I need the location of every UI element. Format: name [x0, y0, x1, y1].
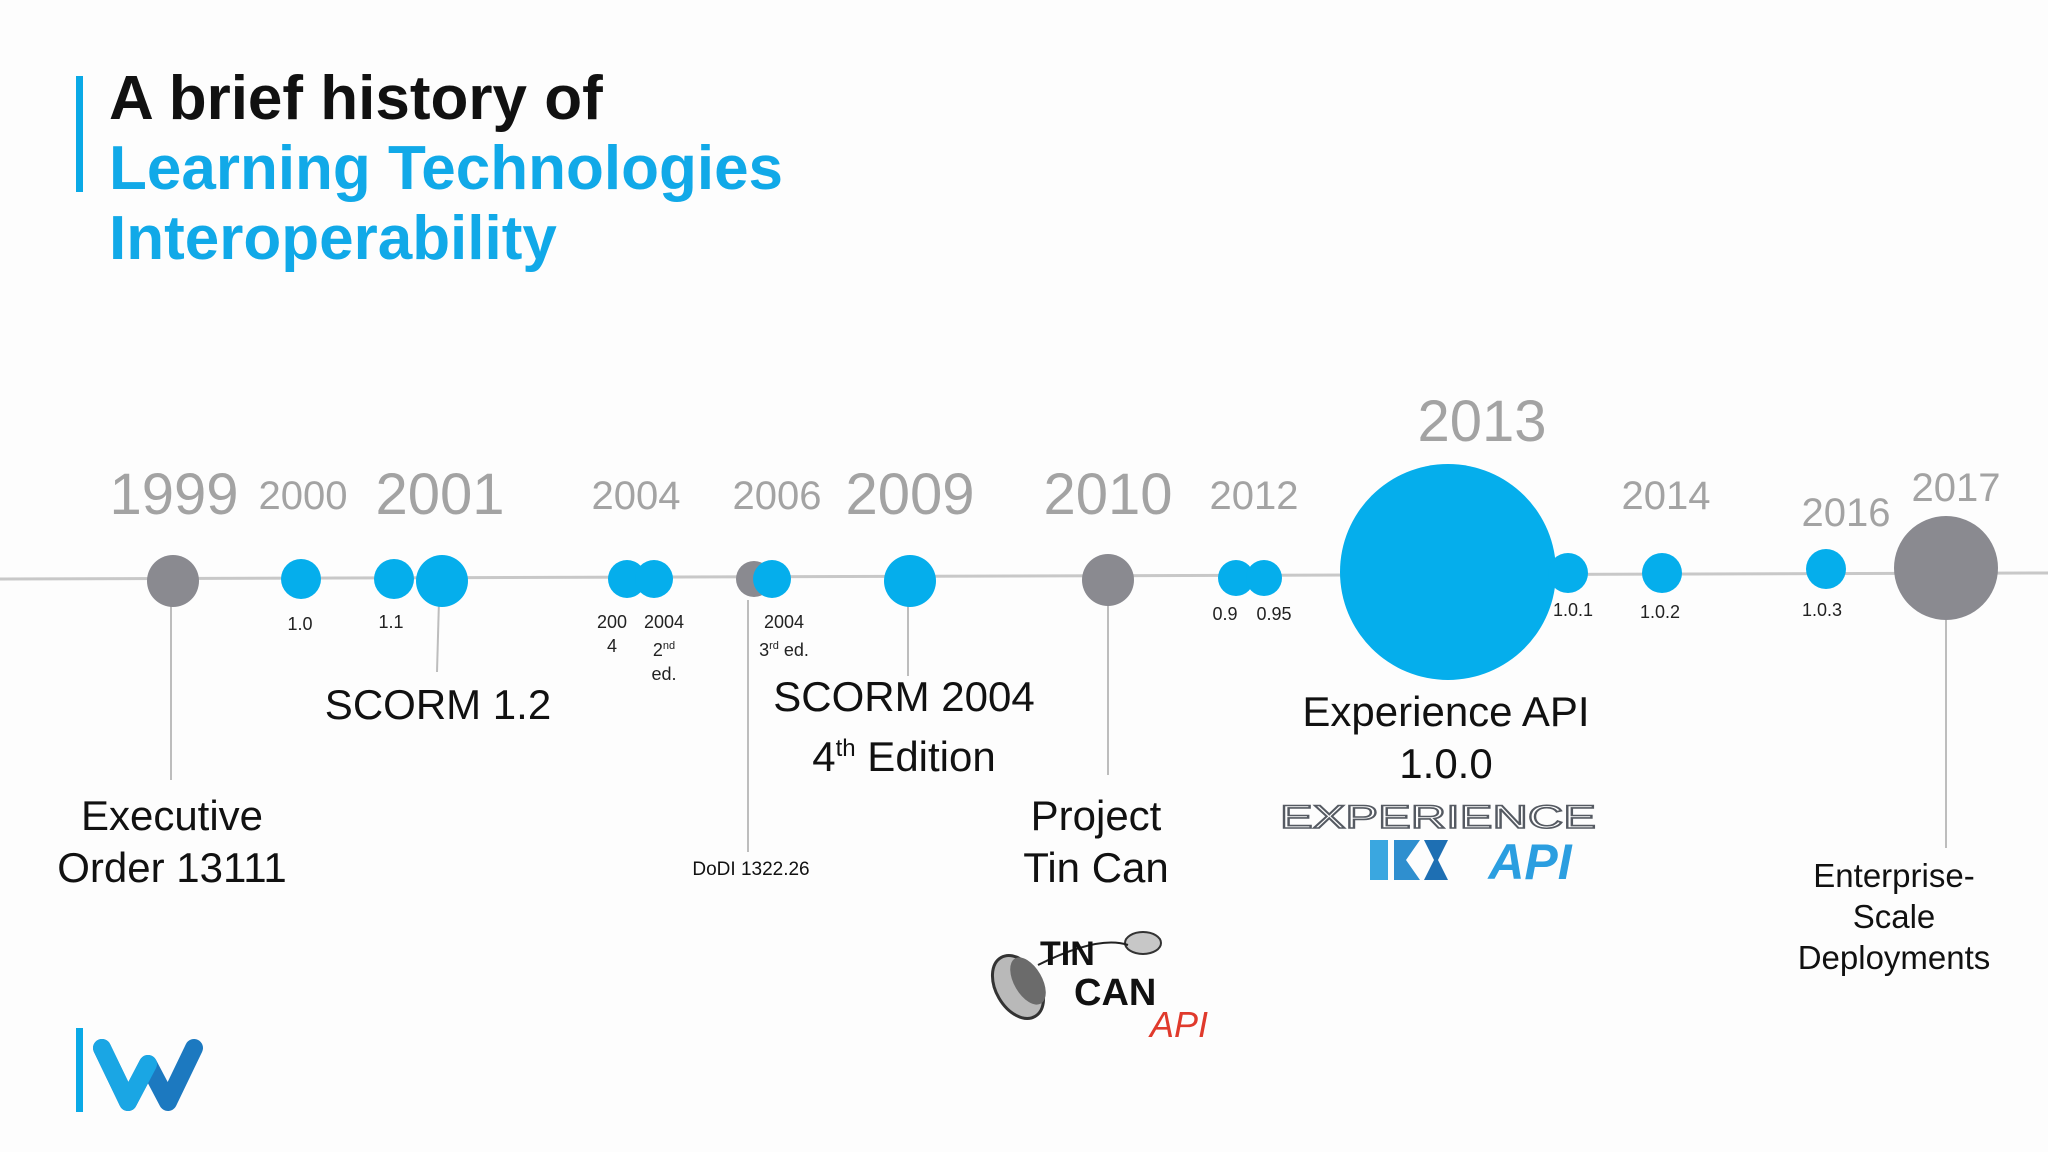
- node-1-1: [374, 559, 414, 599]
- version-1-0: 1.0: [287, 614, 313, 634]
- event-project-tin-can: Project Tin Can: [1023, 792, 1169, 891]
- title-line-2: Learning Technologies: [109, 134, 784, 203]
- version-0-95: 0.95: [1256, 604, 1292, 624]
- node-1-0: [281, 559, 321, 599]
- node-1999: [147, 555, 199, 607]
- node-2013: [1340, 464, 1556, 680]
- xapi-logo-bottom: API: [1486, 834, 1572, 882]
- year-2014: 2014: [1621, 474, 1711, 518]
- version-1-0-3: 1.0.3: [1801, 600, 1843, 620]
- year-2004: 2004: [591, 474, 681, 518]
- tincan-logo-tin: TIN: [1040, 935, 1095, 973]
- event-executive-order: Executive Order 13111: [57, 792, 287, 891]
- connector-scorm12: [436, 599, 440, 673]
- year-2001: 2001: [375, 462, 505, 527]
- version-2004: 200 4: [596, 612, 628, 656]
- title-accent-bar: [76, 76, 83, 192]
- year-2017: 2017: [1911, 466, 2001, 510]
- xapi-mark-icon: [1370, 840, 1448, 880]
- node-2017: [1894, 516, 1998, 620]
- experience-api-logo: EXPERIENCE API: [1279, 800, 1597, 882]
- tin-can-api-logo: TIN CAN API: [990, 931, 1208, 1045]
- tin-can-phone-icon: [990, 931, 1162, 1020]
- version-0-9: 0.9: [1212, 604, 1238, 624]
- event-dodi: DoDI 1322.26: [692, 859, 810, 880]
- year-2013: 2013: [1417, 389, 1547, 454]
- node-0-9: [1218, 560, 1254, 596]
- version-1-1: 1.1: [378, 612, 404, 632]
- version-2004-3rd-ed: 2004 3rd ed.: [759, 612, 809, 660]
- year-2006: 2006: [732, 474, 822, 518]
- year-2012: 2012: [1209, 474, 1299, 518]
- node-0-95: [1246, 560, 1282, 596]
- node-scorm12: [416, 555, 468, 607]
- node-2009: [884, 555, 936, 607]
- year-2000: 2000: [258, 474, 348, 518]
- node-2004-c: [753, 560, 791, 598]
- title-line-1: A brief history of: [109, 64, 603, 133]
- year-2016: 2016: [1801, 491, 1891, 535]
- title-line-3: Interoperability: [109, 204, 557, 273]
- node-1-0-1: [1548, 553, 1588, 593]
- slide-title: A brief history of Learning Technologies…: [109, 64, 783, 274]
- node-2004-a: [608, 560, 646, 598]
- year-2009: 2009: [845, 462, 975, 527]
- year-2010: 2010: [1043, 462, 1173, 527]
- tincan-logo-can: CAN: [1074, 972, 1156, 1014]
- event-scorm-1-2: SCORM 1.2: [324, 681, 552, 728]
- year-1999: 1999: [109, 462, 239, 527]
- node-1-0-3: [1806, 549, 1846, 589]
- xapi-logo-top: EXPERIENCE: [1280, 800, 1596, 835]
- event-scorm-2004-4th: SCORM 2004 4th Edition: [773, 673, 1035, 780]
- version-2004-2nd-ed: 2004 2nd ed.: [643, 612, 685, 684]
- timeline-axis: [0, 571, 2048, 581]
- tincan-logo-api: API: [1148, 1004, 1208, 1045]
- node-2004-b: [635, 560, 673, 598]
- version-1-0-2: 1.0.2: [1639, 602, 1681, 622]
- node-1-0-2: [1642, 553, 1682, 593]
- company-w-logo: [76, 1028, 203, 1112]
- event-enterprise-scale: Enterprise- Scale Deployments: [1797, 857, 1991, 976]
- event-experience-api: Experience API 1.0.0: [1302, 688, 1590, 787]
- version-1-0-1: 1.0.1: [1552, 600, 1594, 620]
- node-2010: [1082, 554, 1134, 606]
